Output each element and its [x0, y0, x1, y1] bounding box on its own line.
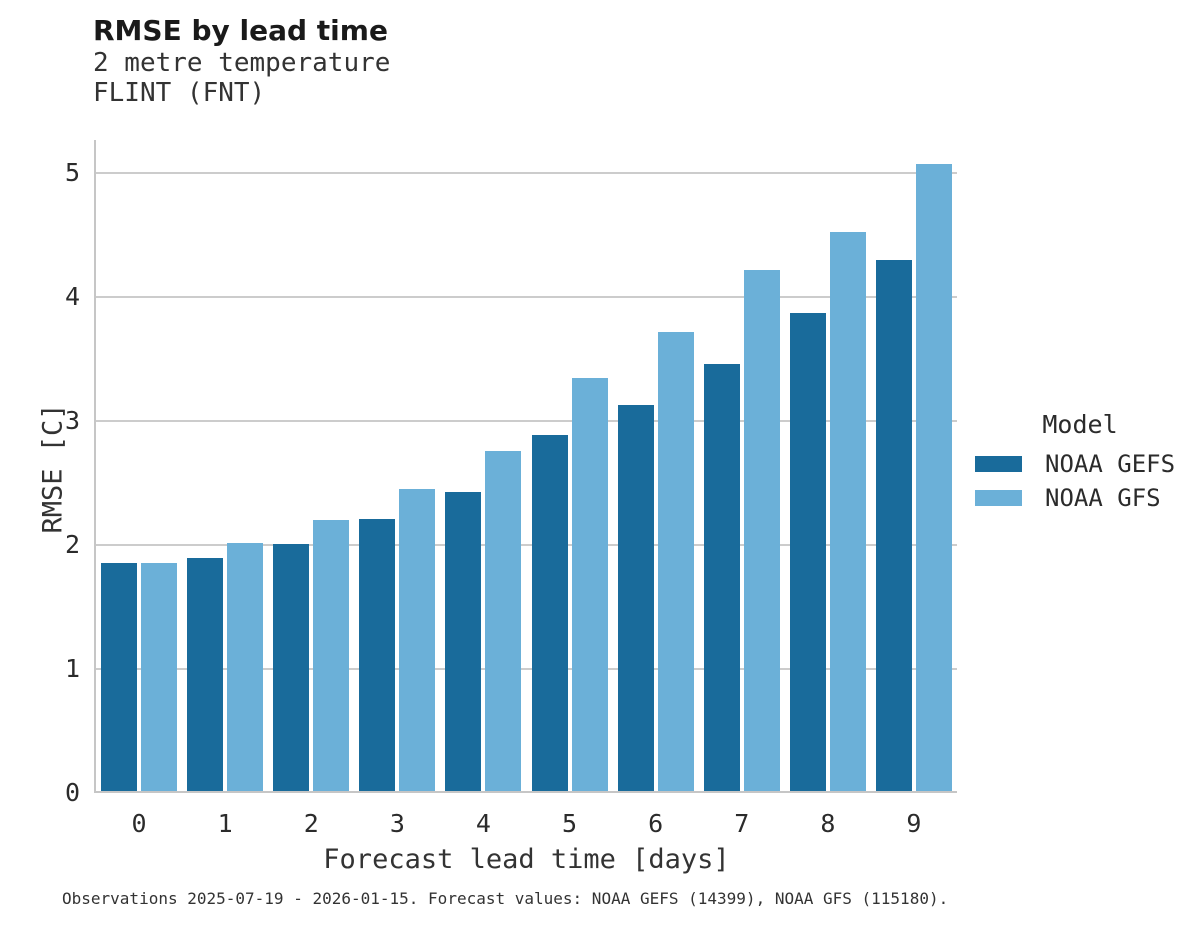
- bar-noaa-gfs-day-8: [829, 231, 866, 791]
- x-axis-spine: [94, 791, 957, 793]
- legend: Model NOAA GEFS NOAA GFS: [975, 410, 1185, 515]
- legend-swatch-icon: [975, 456, 1022, 472]
- gridline-y-4: [96, 296, 957, 299]
- x-tick-label-8: 8: [820, 809, 836, 838]
- bar-noaa-gfs-day-5: [571, 377, 608, 791]
- gridline-y-3: [96, 420, 957, 423]
- bar-noaa-gefs-day-4: [445, 491, 482, 791]
- legend-label: NOAA GEFS: [1045, 450, 1176, 478]
- x-tick-label-5: 5: [562, 809, 578, 838]
- bar-noaa-gefs-day-7: [703, 364, 740, 791]
- legend-swatch-icon: [975, 490, 1022, 506]
- bar-noaa-gfs-day-4: [485, 451, 522, 791]
- legend-entry-noaa-gefs: NOAA GEFS: [975, 447, 1185, 481]
- plot-area: [94, 140, 957, 793]
- x-axis-title: Forecast lead time [days]: [323, 844, 730, 875]
- y-tick-label-2: 2: [64, 530, 80, 560]
- bar-noaa-gefs-day-5: [531, 434, 568, 791]
- x-tick-label-0: 0: [131, 809, 147, 838]
- gridline-y-5: [96, 172, 957, 175]
- bar-noaa-gefs-day-8: [789, 313, 826, 791]
- y-tick-label-5: 5: [64, 158, 80, 188]
- bar-noaa-gfs-day-9: [915, 163, 952, 791]
- bar-noaa-gefs-day-6: [617, 405, 654, 791]
- bar-noaa-gefs-day-1: [187, 557, 224, 791]
- legend-entry-noaa-gfs: NOAA GFS: [975, 481, 1185, 515]
- x-tick-label-7: 7: [734, 809, 750, 838]
- legend-label: NOAA GFS: [1045, 484, 1161, 512]
- bar-noaa-gefs-day-3: [359, 519, 396, 791]
- chart-subtitle-variable: 2 metre temperature: [93, 48, 391, 78]
- chart-subtitle-station: FLINT (FNT): [93, 78, 266, 108]
- bar-noaa-gfs-day-2: [313, 520, 350, 791]
- y-tick-label-0: 0: [64, 778, 80, 807]
- y-axis-spine: [94, 140, 96, 793]
- bar-noaa-gfs-day-6: [657, 332, 694, 791]
- x-tick-label-3: 3: [389, 809, 405, 838]
- bar-noaa-gfs-day-3: [399, 489, 436, 791]
- legend-entries: NOAA GEFS NOAA GFS: [975, 447, 1185, 515]
- y-tick-label-1: 1: [64, 654, 80, 684]
- gridline-y-1: [96, 668, 957, 671]
- chart-title: RMSE by lead time: [93, 14, 388, 47]
- x-tick-label-4: 4: [475, 809, 491, 838]
- legend-title: Model: [1042, 410, 1118, 439]
- x-tick-label-1: 1: [217, 809, 233, 838]
- bar-noaa-gefs-day-0: [101, 562, 138, 791]
- bar-noaa-gefs-day-2: [273, 543, 310, 791]
- footer-note: Observations 2025-07-19 - 2026-01-15. Fo…: [62, 889, 949, 908]
- gridline-y-2: [96, 544, 957, 547]
- x-tick-label-9: 9: [906, 809, 922, 838]
- bar-noaa-gfs-day-1: [227, 542, 264, 791]
- chart-header: RMSE by lead time 2 metre temperature FL…: [93, 14, 390, 108]
- bar-noaa-gefs-day-9: [875, 260, 912, 791]
- x-tick-label-6: 6: [648, 809, 664, 838]
- x-tick-label-2: 2: [303, 809, 319, 838]
- bar-noaa-gfs-day-7: [743, 270, 780, 791]
- y-tick-label-3: 3: [64, 406, 80, 436]
- y-tick-label-4: 4: [64, 282, 80, 312]
- bar-noaa-gfs-day-0: [141, 562, 178, 791]
